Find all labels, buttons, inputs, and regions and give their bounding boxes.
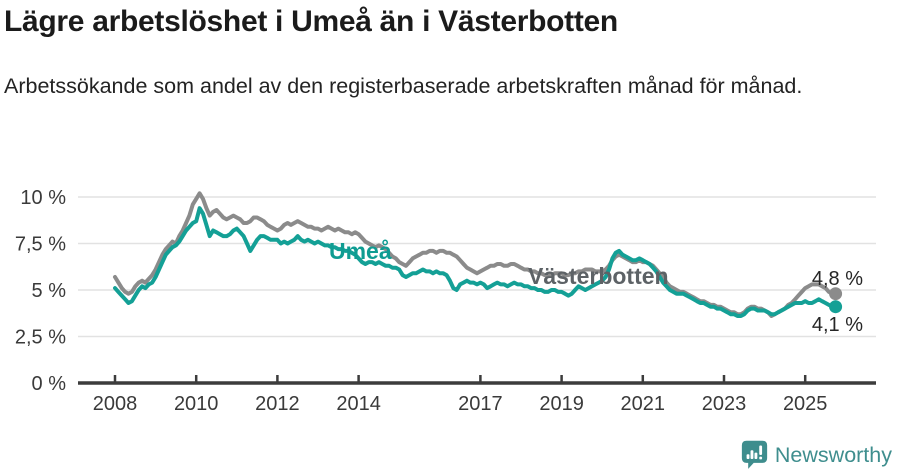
- vasterbotten-line: [113, 191, 838, 318]
- umea-line: [113, 206, 838, 318]
- x-tick-label: 2017: [458, 393, 503, 415]
- gridlines: [78, 196, 876, 385]
- series-label-umea: Umeå: [329, 238, 392, 264]
- y-tick-label: 2,5 %: [15, 327, 66, 349]
- y-tick-label: 0 %: [32, 373, 67, 395]
- newsworthy-logo: Newsworthy: [741, 440, 892, 470]
- x-tick-label: 2010: [174, 393, 219, 415]
- y-tick-label: 5 %: [32, 280, 67, 302]
- x-tick-label: 2014: [336, 393, 381, 415]
- chart-title: Lägre arbetslöshet i Umeå än i Västerbot…: [4, 5, 618, 38]
- series-lines: [113, 191, 838, 318]
- newsworthy-wordmark: Newsworthy: [774, 442, 892, 467]
- chart-subtitle: Arbetssökande som andel av den registerb…: [4, 74, 803, 98]
- y-axis-labels: 0 % 2,5 % 5 % 7,5 % 10 %: [15, 187, 66, 395]
- x-tick-label: 2012: [255, 393, 300, 415]
- end-value-label-umea: 4,1 %: [812, 314, 863, 336]
- x-axis: 2008 2010 2012 2014 2017 2019 2021 2023 2025: [93, 375, 828, 415]
- end-value-label-vasterbotten: 4,8 %: [812, 268, 863, 290]
- newsworthy-icon: [741, 440, 768, 469]
- y-tick-label: 10 %: [20, 187, 66, 209]
- umea-end-dot: [829, 300, 843, 314]
- x-tick-label: 2025: [783, 393, 828, 415]
- x-tick-label: 2021: [621, 393, 666, 415]
- vasterbotten-end-dot: [829, 287, 843, 301]
- x-tick-label: 2019: [539, 393, 584, 415]
- x-tick-label: 2023: [702, 393, 747, 415]
- y-tick-label: 7,5 %: [15, 234, 66, 256]
- end-dots: [829, 287, 843, 314]
- series-label-vasterbotten: Västerbotten: [528, 263, 669, 289]
- x-tick-label: 2008: [93, 393, 138, 415]
